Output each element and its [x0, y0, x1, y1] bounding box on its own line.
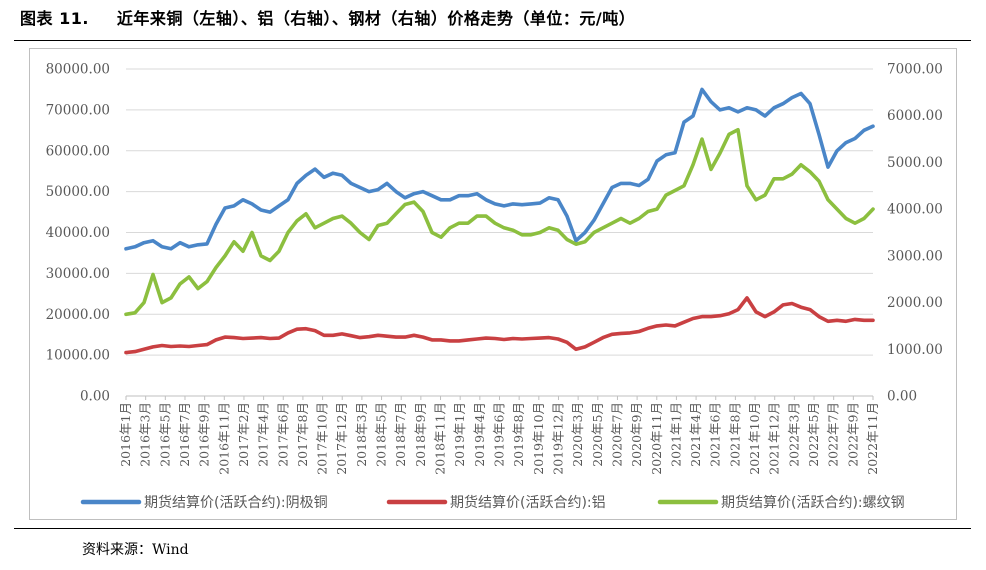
right-y-tick-label: 0.00 — [887, 389, 917, 405]
x-tick-label: 2021年12月 — [767, 402, 782, 475]
left-y-tick-label: 10000.00 — [46, 348, 110, 364]
series-line-2 — [124, 296, 875, 355]
x-tick-label: 2016年5月 — [157, 402, 172, 467]
x-tick-label: 2022年3月 — [786, 402, 801, 467]
right-y-tick-label: 1000.00 — [887, 342, 943, 358]
x-tick-label: 2017年10月 — [315, 402, 330, 475]
x-tick-label: 2018年11月 — [433, 402, 448, 475]
x-tick-label: 2019年12月 — [550, 402, 565, 475]
x-tick-label: 2020年5月 — [590, 402, 605, 467]
x-tick-label: 2021年1月 — [668, 402, 683, 467]
x-tick-label: 2021年6月 — [708, 402, 723, 467]
x-tick-label: 2017年4月 — [256, 402, 271, 467]
x-tick-label: 2016年9月 — [197, 402, 212, 467]
source-note: 资料来源：Wind — [82, 542, 189, 558]
x-tick-label: 2016年7月 — [177, 402, 192, 467]
x-tick-label: 2022年7月 — [826, 402, 841, 467]
right-y-tick-label: 4000.00 — [887, 202, 943, 218]
x-tick-label: 2020年11月 — [649, 402, 664, 475]
right-y-tick-label: 5000.00 — [887, 155, 943, 171]
top-rule — [14, 40, 971, 41]
chart-frame — [29, 48, 957, 520]
right-y-axis: 0.00 1000.00 2000.00 3000.00 4000.00 5000.00 6… — [887, 62, 943, 405]
x-tick-label: 2017年12月 — [334, 402, 349, 475]
x-tick-label: 2022年11月 — [865, 402, 880, 475]
x-tick-label: 2019年10月 — [531, 402, 546, 475]
left-y-tick-label: 20000.00 — [46, 307, 110, 323]
x-tick-label: 2018年5月 — [374, 402, 389, 467]
x-tick-label: 2018年7月 — [393, 402, 408, 467]
left-y-tick-label: 40000.00 — [46, 225, 110, 241]
x-tick-label: 2016年3月 — [138, 402, 153, 467]
x-tick-label: 2021年8月 — [727, 402, 742, 467]
x-tick-label: 2017年8月 — [295, 402, 310, 467]
x-tick-label: 2019年4月 — [472, 402, 487, 467]
figure-title-text: 近年来铜（左轴）、铝（右轴）、钢材（右轴）价格走势（单位：元/吨） — [116, 9, 636, 28]
x-tick-label: 2021年4月 — [688, 402, 703, 467]
x-tick-label: 2018年9月 — [413, 402, 428, 467]
x-tick-label: 2020年3月 — [570, 402, 585, 467]
x-tick-label: 2018年3月 — [354, 402, 369, 467]
x-tick-label: 2022年5月 — [806, 402, 821, 467]
right-y-tick-label: 6000.00 — [887, 108, 943, 124]
left-y-tick-label: 80000.00 — [46, 62, 110, 78]
right-y-tick-label: 2000.00 — [887, 295, 943, 311]
left-y-tick-label: 30000.00 — [46, 266, 110, 282]
chart-legend: 期货结算价(活跃合约):阴极铜 期货结算价(活跃合约):铝 期货结算价(活跃合约):… — [80, 494, 905, 511]
x-tick-label: 2019年8月 — [511, 402, 526, 467]
x-tick-label: 2021年10月 — [747, 402, 762, 475]
figure-number: 图表 11. — [20, 9, 89, 28]
x-tick-label: 2019年1月 — [452, 402, 467, 467]
x-tick-label: 2022年9月 — [845, 402, 860, 467]
legend-label-1: 期货结算价(活跃合约):阴极铜 — [144, 494, 328, 511]
left-y-axis: 0.00 10000.00 20000.00 30000.00 40000.00 5000… — [46, 62, 110, 405]
series-line-3 — [124, 127, 875, 317]
x-tick-label: 2016年11月 — [216, 402, 231, 475]
legend-label-2: 期货结算价(活跃合约):铝 — [450, 494, 606, 511]
right-y-tick-label: 3000.00 — [887, 248, 943, 264]
x-tick-label: 2016年1月 — [118, 402, 133, 467]
right-y-tick-label: 7000.00 — [887, 62, 943, 78]
left-y-tick-label: 0.00 — [80, 389, 110, 405]
series-lines — [124, 87, 875, 355]
x-tick-label: 2017年2月 — [236, 402, 251, 467]
left-y-tick-label: 70000.00 — [46, 102, 110, 118]
x-axis: 2016年1月 2016年3月 2016年5月 2016年7月 2016年9月 2016年… — [118, 395, 880, 475]
x-tick-label: 2020年7月 — [609, 402, 624, 467]
x-tick-label: 2020年9月 — [629, 402, 644, 467]
grid-lines — [126, 68, 873, 397]
left-y-tick-label: 60000.00 — [46, 143, 110, 159]
bottom-rule — [14, 528, 971, 529]
figure-title: 图表 11. 近年来铜（左轴）、铝（右轴）、钢材（右轴）价格走势（单位：元/吨） — [20, 6, 635, 32]
legend-label-3: 期货结算价(活跃合约):螺纹钢 — [721, 494, 905, 511]
x-tick-label: 2017年6月 — [275, 402, 290, 467]
series-line-1 — [124, 87, 875, 251]
left-y-tick-label: 50000.00 — [46, 184, 110, 200]
x-tick-label: 2019年6月 — [492, 402, 507, 467]
